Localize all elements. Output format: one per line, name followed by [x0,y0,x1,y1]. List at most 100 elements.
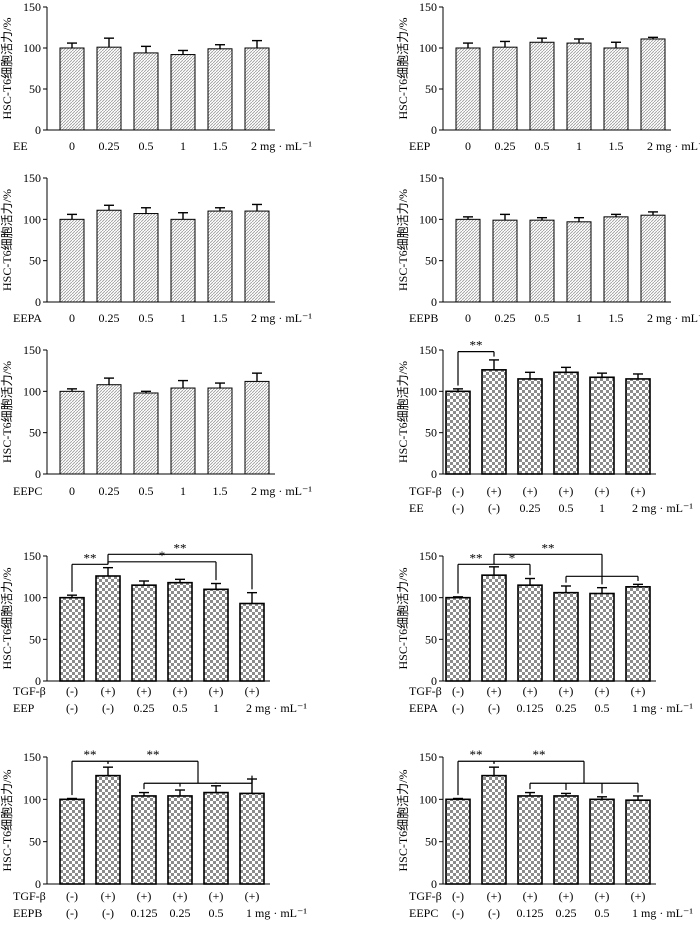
sig-label: ** [533,747,546,762]
bar [96,46,122,131]
chart-panel-h: 0 50 100 150 HSC-T6细胞活力/% TGF-β (-) (+) (+) (+) (+… [396,540,693,715]
chart-panel-d: 0 50 100 150 HSC-T6细胞活力/% EEPB 0 0.25 0.5 1 1.5 2 m… [396,171,700,325]
chart-panel-e: 0 50 100 150 HSC-T6细胞活力/% EEPC 0 0.25 0.5 1 1.5 2 m… [0,343,312,498]
bar [95,774,121,885]
y-tick-label: 0 [431,295,437,309]
x-tick-label: (+) [173,684,188,698]
x-tick-label: 0.5 [535,139,550,153]
x-tick-label: 1.5 [609,311,624,325]
y-tick-label: 50 [29,632,41,646]
bar [59,218,85,303]
bar [517,584,543,682]
bar [603,216,629,303]
bar [59,47,85,131]
bar [131,584,157,682]
sig-label: * [509,550,516,565]
group-row-label: EEPC [409,906,438,920]
y-tick-label: 50 [425,82,437,96]
x-tick-label: (+) [559,484,574,498]
y-tick-label: 100 [23,41,41,55]
x-tick-label: 1 mg · mL⁻¹ [246,906,307,920]
x-tick-label: (+) [209,889,224,903]
y-axis-label: HSC-T6细胞活力/% [396,189,410,291]
y-tick-label: 150 [23,0,41,14]
x-tick-label: (-) [488,501,500,515]
bar [481,369,507,475]
group-row-label: EEPA [13,311,42,325]
x-tick-label: 0.25 [99,311,120,325]
y-axis-label: HSC-T6细胞活力/% [0,361,14,463]
sig-label: ** [470,747,483,762]
chart-panel-f: 0 50 100 150 HSC-T6细胞活力/% TGF-β (-) (+) (+) (+) (+… [396,338,693,515]
bar [529,41,555,131]
x-tick-label: 0 [465,139,471,153]
bar [59,798,85,885]
x-tick-label: 0.25 [556,906,577,920]
group-row-label: EEPA [409,701,438,715]
sig-label: ** [147,747,160,762]
x-tick-label: 0.25 [99,139,120,153]
y-axis-label: HSC-T6细胞活力/% [396,361,410,463]
y-tick-label: 100 [23,212,41,226]
y-tick-label: 100 [23,591,41,605]
bar [455,218,481,303]
group-row-label: EEP [409,139,431,153]
x-tick-label: (+) [559,889,574,903]
x-tick-label: (+) [209,684,224,698]
y-tick-label: 150 [23,750,41,764]
y-tick-label: 0 [431,467,437,481]
group-row-label: EE [13,139,28,153]
x-tick-label: 1 [180,311,186,325]
group-row-label: TGF-β [409,684,442,698]
y-tick-label: 150 [23,171,41,185]
x-tick-label: (+) [631,889,646,903]
y-axis-label: HSC-T6细胞活力/% [396,567,410,669]
y-tick-label: 150 [419,549,437,563]
x-tick-label: 0.125 [517,906,544,920]
y-tick-label: 0 [35,674,41,688]
bar [59,596,85,682]
x-tick-label: 1 [576,139,582,153]
x-tick-label: (+) [487,484,502,498]
x-tick-label: (+) [595,684,610,698]
sig-label: ** [84,550,97,565]
bar [589,798,615,885]
x-tick-label: 0.25 [520,501,541,515]
x-tick-label: (-) [102,701,114,715]
x-tick-label: 0 [69,311,75,325]
x-tick-label: (-) [452,501,464,515]
x-tick-label: 0.5 [535,311,550,325]
chart-panel-i: 0 50 100 150 HSC-T6细胞活力/% TGF-β (-) (+) (+) (+) (+… [0,747,307,920]
x-tick-label: 0.5 [595,906,610,920]
y-tick-label: 50 [29,835,41,849]
group-row-label: TGF-β [409,484,442,498]
group-row-label: EEPC [13,484,42,498]
x-tick-label: (-) [452,889,464,903]
bar [529,219,555,303]
bar [131,795,157,885]
bar [492,219,518,303]
x-tick-label: 0.25 [495,139,516,153]
x-tick-label: 0.125 [131,906,158,920]
y-tick-label: 150 [23,549,41,563]
y-axis-label: HSC-T6细胞活力/% [0,17,14,119]
x-tick-label: (-) [488,906,500,920]
x-tick-label: 0.5 [209,906,224,920]
y-tick-label: 50 [425,254,437,268]
bar [566,221,592,303]
bar [445,596,471,682]
x-tick-label: (+) [631,484,646,498]
x-tick-label: (-) [66,906,78,920]
x-tick-label: (+) [101,684,116,698]
sig-label: ** [470,338,483,353]
bar [625,378,651,475]
x-tick-label: (+) [595,889,610,903]
bar [589,592,615,682]
x-tick-label: 2 mg · mL⁻¹ [647,311,700,325]
y-tick-label: 150 [419,171,437,185]
x-tick-label: 0.25 [134,701,155,715]
x-tick-label: (+) [487,684,502,698]
y-tick-label: 100 [23,792,41,806]
x-tick-label: (+) [595,484,610,498]
